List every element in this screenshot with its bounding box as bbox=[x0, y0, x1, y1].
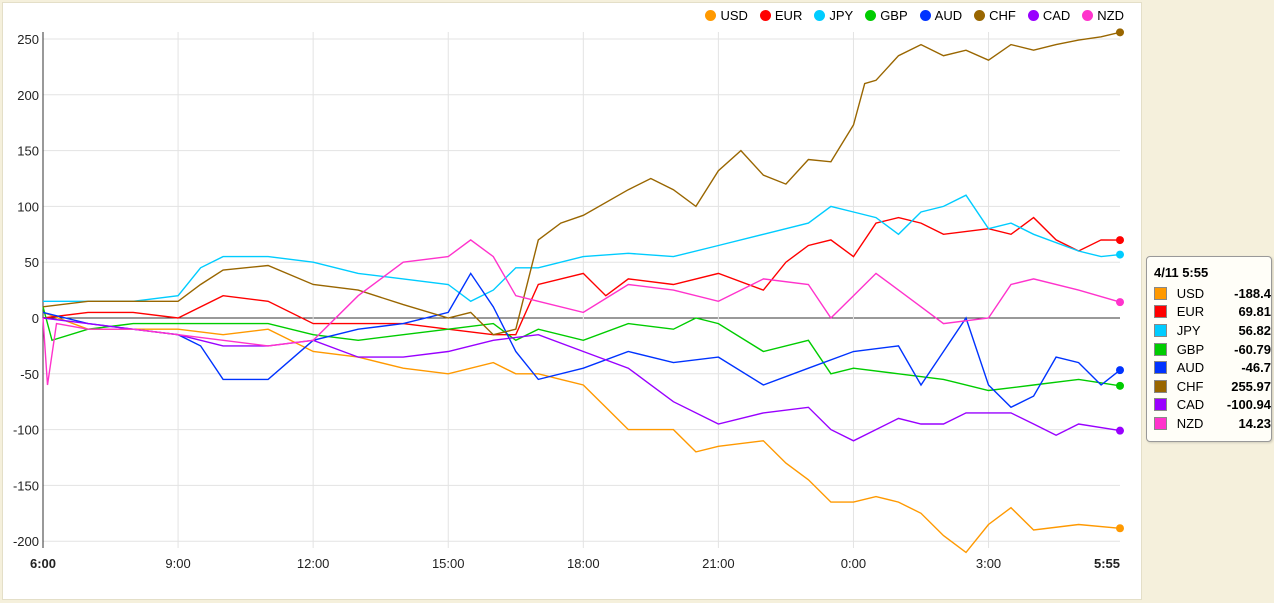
y-tick-label: -150 bbox=[13, 478, 39, 493]
legend-dot-icon bbox=[974, 10, 986, 21]
legend-item-usd[interactable]: USD bbox=[705, 8, 748, 23]
x-tick-label: 6:00 bbox=[30, 556, 56, 571]
legend-label: USD bbox=[720, 8, 748, 23]
x-tick-label: 12:00 bbox=[297, 556, 330, 571]
legend-label: AUD bbox=[934, 8, 963, 23]
tooltip-row: GBP -60.79 bbox=[1147, 340, 1271, 359]
y-tick-label: 200 bbox=[17, 88, 39, 103]
series-line-jpy bbox=[43, 194, 1121, 303]
x-tick-label: 21:00 bbox=[702, 556, 735, 571]
tooltip-series-value: 69.81 bbox=[1238, 304, 1271, 320]
legend-item-chf[interactable]: CHF bbox=[974, 8, 1016, 23]
tooltip-series-value: 255.97 bbox=[1231, 378, 1271, 394]
tooltip-series-value: 56.82 bbox=[1238, 322, 1271, 338]
y-tick-label: 0 bbox=[32, 311, 39, 326]
tooltip-row: EUR 69.81 bbox=[1147, 303, 1271, 322]
series-end-marker-chf bbox=[1116, 28, 1124, 37]
tooltip-row: JPY 56.82 bbox=[1147, 321, 1271, 340]
tooltip-series-value: -100.94 bbox=[1226, 397, 1271, 413]
x-tick-label: 0:00 bbox=[841, 556, 866, 571]
tooltip-series-name: JPY bbox=[1176, 322, 1201, 338]
legend-item-gbp[interactable]: GBP bbox=[865, 8, 908, 23]
y-tick-label: 50 bbox=[25, 255, 39, 270]
y-tick-label: 250 bbox=[17, 32, 39, 47]
legend-dot-icon bbox=[814, 10, 826, 21]
legend-dot-icon bbox=[759, 10, 771, 21]
legend-dot-icon bbox=[865, 10, 877, 21]
legend-label: JPY bbox=[829, 8, 854, 23]
series-line-aud bbox=[42, 272, 1121, 409]
color-swatch-icon bbox=[1154, 416, 1167, 430]
y-tick-label: -100 bbox=[13, 423, 39, 438]
tooltip-series-value: 14.23 bbox=[1238, 415, 1271, 431]
legend-label: EUR bbox=[774, 8, 803, 23]
tooltip-row: NZD 14.23 bbox=[1147, 414, 1271, 433]
x-tick-label: 5:55 bbox=[1094, 556, 1120, 571]
y-tick-label: -200 bbox=[13, 534, 39, 549]
tooltip-series-name: EUR bbox=[1176, 304, 1205, 320]
y-tick-label: 150 bbox=[17, 144, 39, 159]
tooltip-row: USD -188.4 bbox=[1147, 284, 1271, 303]
series-end-marker-eur bbox=[1116, 236, 1124, 245]
series-end-marker-nzd bbox=[1116, 298, 1124, 307]
legend-item-jpy[interactable]: JPY bbox=[814, 8, 853, 23]
series-line-eur bbox=[42, 216, 1121, 336]
tooltip-row: AUD -46.7 bbox=[1147, 358, 1271, 377]
tooltip: 4/11 5:55 USD -188.4 EUR 69.81 JPY 56.82 GBP -6… bbox=[1146, 256, 1272, 442]
tooltip-row: CHF 255.97 bbox=[1147, 377, 1271, 396]
legend-item-cad[interactable]: CAD bbox=[1027, 8, 1071, 23]
tooltip-series-name: USD bbox=[1176, 285, 1205, 301]
series-line-nzd bbox=[42, 239, 1121, 386]
tooltip-series-value: -188.4 bbox=[1234, 285, 1271, 301]
legend-dot-icon bbox=[705, 10, 717, 21]
legend-item-eur[interactable]: EUR bbox=[759, 8, 803, 23]
legend-label: CAD bbox=[1042, 8, 1071, 23]
legend-label: CHF bbox=[989, 8, 1016, 23]
legend-item-aud[interactable]: AUD bbox=[919, 8, 963, 23]
y-tick-label: 100 bbox=[17, 199, 39, 214]
series-end-marker-gbp bbox=[1116, 381, 1124, 390]
x-tick-label: 18:00 bbox=[567, 556, 600, 571]
series-end-marker-jpy bbox=[1116, 250, 1124, 259]
series-end-marker-cad bbox=[1116, 426, 1124, 435]
y-tick-label: -50 bbox=[20, 367, 39, 382]
tooltip-title: 4/11 5:55 bbox=[1154, 265, 1209, 280]
series-end-marker-usd bbox=[1116, 524, 1124, 533]
color-swatch-icon bbox=[1154, 342, 1167, 356]
color-swatch-icon bbox=[1154, 286, 1167, 300]
series-end-marker-aud bbox=[1116, 366, 1124, 375]
tooltip-series-name: AUD bbox=[1176, 360, 1205, 376]
tooltip-series-name: GBP bbox=[1176, 341, 1205, 357]
legend-dot-icon bbox=[1027, 10, 1039, 21]
line-chart: -200 -150 -100 -50 0 50 100 150 200 250 6:00 9:00 12… bbox=[13, 28, 1124, 571]
tooltip-series-value: -60.79 bbox=[1234, 341, 1271, 357]
color-swatch-icon bbox=[1154, 305, 1167, 319]
x-tick-label: 9:00 bbox=[165, 556, 190, 571]
color-swatch-icon bbox=[1154, 361, 1167, 375]
tooltip-row: CAD -100.94 bbox=[1147, 396, 1271, 415]
legend-label: GBP bbox=[880, 8, 908, 23]
legend-item-nzd[interactable]: NZD bbox=[1082, 8, 1124, 23]
series-line-chf bbox=[42, 31, 1121, 336]
series-line-gbp bbox=[42, 306, 1121, 392]
x-tick-label: 3:00 bbox=[976, 556, 1001, 571]
plot-area bbox=[2, 2, 1142, 600]
tooltip-series-name: CAD bbox=[1176, 397, 1205, 413]
legend-dot-icon bbox=[919, 10, 931, 21]
legend-dot-icon bbox=[1082, 10, 1094, 21]
series-line-cad bbox=[42, 317, 1121, 442]
x-tick-label: 15:00 bbox=[432, 556, 465, 571]
tooltip-series-name: CHF bbox=[1176, 378, 1204, 394]
color-swatch-icon bbox=[1154, 323, 1167, 337]
color-swatch-icon bbox=[1154, 398, 1167, 412]
tooltip-series-name: NZD bbox=[1176, 415, 1204, 431]
series-line-usd bbox=[42, 311, 1121, 554]
legend: USD EUR JPY GBP AUD CHF CAD NZD bbox=[705, 8, 1124, 23]
tooltip-series-value: -46.7 bbox=[1241, 360, 1271, 376]
color-swatch-icon bbox=[1154, 379, 1167, 393]
legend-label: NZD bbox=[1097, 8, 1124, 23]
